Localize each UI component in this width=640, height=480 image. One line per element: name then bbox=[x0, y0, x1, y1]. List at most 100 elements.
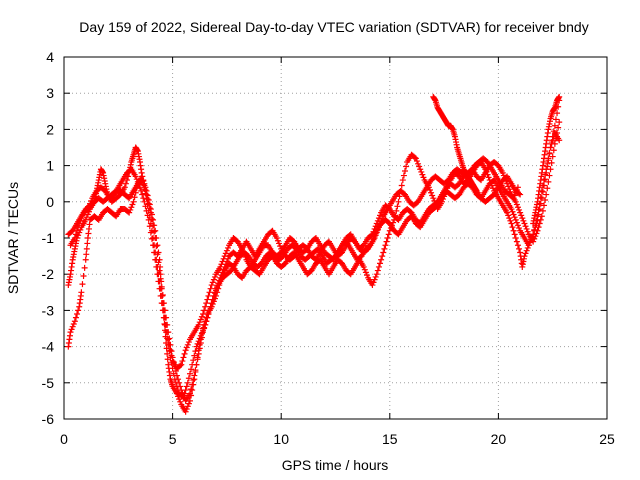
data-point bbox=[375, 263, 382, 270]
data-point bbox=[183, 383, 190, 390]
data-point bbox=[516, 245, 523, 252]
data-point bbox=[81, 264, 88, 271]
data-point bbox=[529, 234, 536, 241]
data-point bbox=[374, 217, 381, 224]
data-point bbox=[200, 311, 207, 318]
data-point bbox=[541, 202, 548, 209]
data-point bbox=[482, 166, 489, 173]
y-tick-label: -3 bbox=[42, 302, 55, 318]
data-point bbox=[195, 347, 202, 354]
data-point bbox=[151, 222, 158, 229]
data-point bbox=[219, 258, 226, 265]
data-point bbox=[83, 251, 90, 258]
data-point bbox=[509, 208, 516, 215]
data-point bbox=[211, 273, 218, 280]
data-point bbox=[165, 341, 172, 348]
data-point bbox=[139, 177, 146, 184]
data-point bbox=[392, 212, 399, 219]
data-point bbox=[508, 206, 515, 213]
data-point bbox=[184, 403, 191, 410]
data-point bbox=[526, 239, 533, 246]
data-point bbox=[85, 203, 92, 210]
data-point bbox=[374, 226, 381, 233]
data-point bbox=[140, 195, 147, 202]
data-point bbox=[536, 206, 543, 213]
data-point bbox=[274, 237, 281, 244]
data-point bbox=[512, 216, 519, 223]
data-point bbox=[391, 216, 398, 223]
data-point bbox=[78, 215, 85, 222]
data-point bbox=[556, 93, 563, 100]
data-point bbox=[154, 271, 161, 278]
data-point bbox=[183, 344, 190, 351]
data-point bbox=[184, 341, 191, 348]
data-point bbox=[191, 376, 198, 383]
data-point bbox=[170, 370, 177, 377]
data-point bbox=[129, 201, 136, 208]
data-point bbox=[522, 250, 529, 257]
data-point bbox=[161, 321, 168, 328]
data-point bbox=[196, 335, 203, 342]
data-point bbox=[542, 196, 549, 203]
data-point bbox=[157, 292, 164, 299]
data-point bbox=[74, 311, 81, 318]
data-point bbox=[517, 209, 524, 216]
y-tick-label: 2 bbox=[46, 121, 54, 137]
data-point bbox=[413, 158, 420, 165]
data-point bbox=[152, 256, 159, 263]
data-point bbox=[379, 215, 386, 222]
data-point bbox=[126, 209, 133, 216]
data-point bbox=[72, 231, 79, 238]
data-point bbox=[518, 212, 525, 219]
data-point bbox=[211, 290, 218, 297]
data-point bbox=[147, 229, 154, 236]
data-point bbox=[188, 392, 195, 399]
data-point bbox=[209, 296, 216, 303]
data-point bbox=[201, 307, 208, 314]
data-point bbox=[223, 247, 230, 254]
data-point bbox=[525, 242, 532, 249]
data-point bbox=[70, 320, 77, 327]
data-point bbox=[419, 171, 426, 178]
data-point bbox=[384, 235, 391, 241]
data-point bbox=[183, 406, 190, 413]
data-point bbox=[513, 201, 520, 208]
data-point bbox=[192, 368, 199, 375]
data-point bbox=[485, 174, 492, 181]
data-point bbox=[68, 326, 75, 333]
data-point bbox=[546, 172, 553, 179]
data-point bbox=[217, 263, 224, 270]
plot-frame bbox=[63, 56, 608, 420]
data-point bbox=[203, 318, 210, 325]
data-point bbox=[190, 381, 197, 388]
data-point bbox=[180, 394, 187, 401]
data-point bbox=[147, 220, 154, 227]
data-point bbox=[192, 348, 199, 355]
data-point bbox=[209, 279, 216, 286]
data-point bbox=[167, 354, 174, 361]
data-point bbox=[385, 231, 392, 238]
data-point bbox=[188, 386, 195, 393]
data-point bbox=[273, 235, 280, 241]
data-point bbox=[489, 185, 496, 192]
data-point bbox=[220, 255, 227, 262]
data-point bbox=[375, 224, 382, 231]
data-point bbox=[551, 122, 558, 129]
data-point bbox=[186, 397, 193, 404]
y-tick-label: 3 bbox=[46, 85, 54, 101]
data-point bbox=[556, 119, 563, 126]
data-point bbox=[173, 383, 180, 390]
x-tick-label: 15 bbox=[382, 431, 398, 447]
data-point bbox=[182, 347, 189, 354]
x-tick-label: 25 bbox=[599, 431, 615, 447]
data-point bbox=[549, 137, 556, 144]
data-point bbox=[511, 214, 518, 221]
data-point bbox=[201, 324, 208, 331]
data-point bbox=[380, 249, 387, 256]
data-point bbox=[520, 217, 527, 224]
data-point bbox=[167, 347, 174, 354]
data-point bbox=[171, 376, 178, 383]
y-tick-label: -2 bbox=[42, 266, 55, 282]
data-point bbox=[395, 198, 402, 205]
x-tick-label: 10 bbox=[273, 431, 289, 447]
